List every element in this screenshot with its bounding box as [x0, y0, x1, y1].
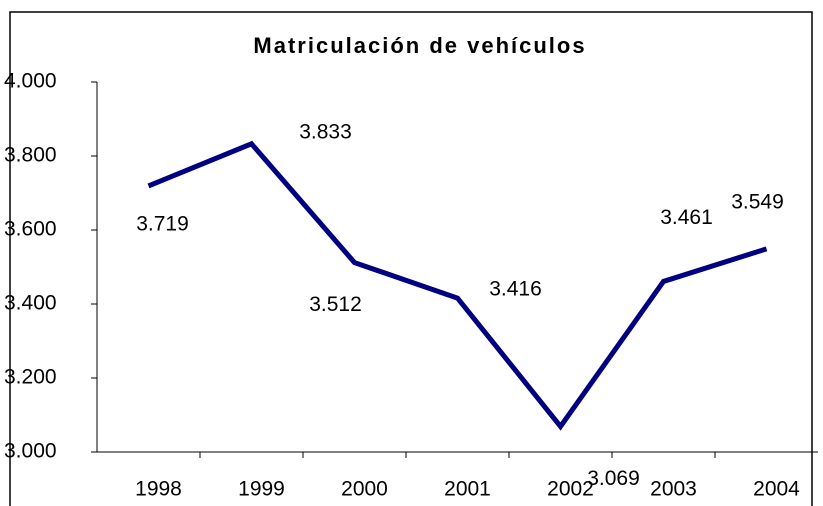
x-tick-label: 1998: [135, 478, 182, 501]
x-tick-label: 2000: [341, 478, 388, 501]
x-tick-label: 2003: [650, 478, 697, 501]
data-label: 3.719: [136, 213, 189, 236]
data-label: 3.069: [587, 467, 640, 490]
x-tick-label: 1999: [238, 478, 285, 501]
data-label: 3.512: [309, 293, 362, 316]
y-tick-label: 3.200: [4, 366, 57, 389]
y-tick-label: 3.800: [4, 144, 57, 167]
data-label: 3.549: [731, 190, 784, 213]
x-tick-label: 2002: [547, 478, 594, 501]
y-tick-label: 3.400: [4, 292, 57, 315]
y-tick-label: 3.000: [4, 440, 57, 463]
x-tick-label: 2001: [444, 478, 491, 501]
y-tick-label: 4.000: [4, 70, 57, 93]
chart-title: Matriculación de vehículos: [253, 33, 586, 58]
chart-frame: [9, 11, 813, 506]
y-tick-label: 3.600: [4, 218, 57, 241]
x-tick-label: 2004: [753, 478, 800, 501]
data-line: [147, 140, 768, 431]
data-label: 3.416: [489, 278, 542, 301]
data-label: 3.461: [660, 206, 713, 229]
data-label: 3.833: [299, 120, 352, 143]
